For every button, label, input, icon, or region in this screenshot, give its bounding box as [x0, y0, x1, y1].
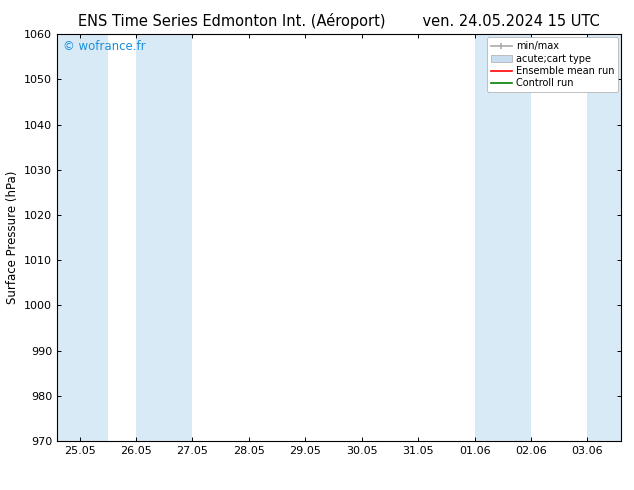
Bar — [57, 34, 108, 441]
Title: ENS Time Series Edmonton Int. (Aéroport)        ven. 24.05.2024 15 UTC: ENS Time Series Edmonton Int. (Aéroport)… — [79, 13, 600, 29]
Y-axis label: Surface Pressure (hPa): Surface Pressure (hPa) — [6, 171, 18, 304]
Bar — [136, 34, 193, 441]
Bar — [475, 34, 531, 441]
Text: © wofrance.fr: © wofrance.fr — [63, 40, 145, 53]
Legend: min/max, acute;cart type, Ensemble mean run, Controll run: min/max, acute;cart type, Ensemble mean … — [487, 37, 618, 92]
Bar — [588, 34, 621, 441]
